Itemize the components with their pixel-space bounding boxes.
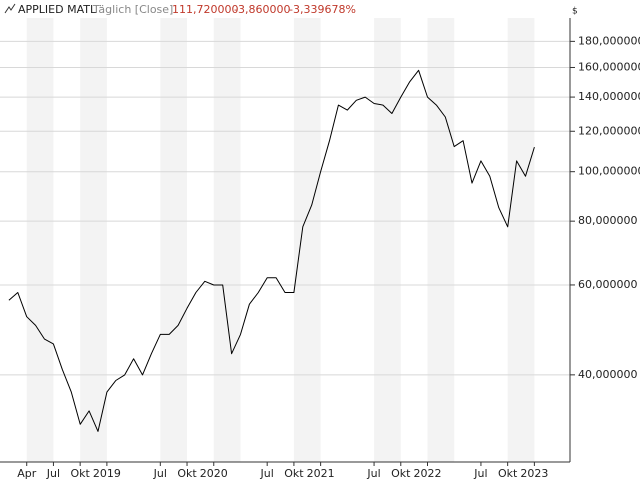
chart-icon: [4, 3, 16, 14]
price-line: [8, 69, 535, 432]
x-tick-label: Okt: [391, 467, 411, 480]
x-tick-label: Apr: [17, 467, 37, 480]
shade-band: [213, 18, 241, 462]
shade-band: [160, 18, 188, 462]
header-bg: [0, 0, 640, 18]
x-tick-label: 2020: [200, 467, 228, 480]
x-tick-label: Okt: [498, 467, 518, 480]
y-tick-label: 120,000000: [578, 124, 640, 137]
x-tick-label: Jul: [153, 467, 167, 480]
y-tick-label: 160,000000: [578, 60, 640, 73]
change-pct: -3,339678%: [289, 3, 356, 16]
x-tick-label: Okt: [284, 467, 304, 480]
y-tick-label: 100,000000: [578, 165, 640, 178]
y-tick-label: 40,000000: [578, 368, 638, 381]
x-tick-label: 2023: [520, 467, 548, 480]
bands: [26, 18, 535, 462]
chart-subtitle: Täglich [Close]: [92, 3, 173, 16]
x-tick-label: Jul: [473, 467, 487, 480]
grid: 40,000000 60,000000 80,000000 100,000000 120…: [0, 18, 640, 480]
x-tick-label: Jul: [46, 467, 60, 480]
x-tick-label: Jul: [366, 467, 380, 480]
y-tick-label: 60,000000: [578, 278, 638, 291]
shade-band: [507, 18, 535, 462]
y-tick-label: 180,000000: [578, 34, 640, 47]
x-tick-label: Okt: [177, 467, 197, 480]
y-tick-label: 80,000000: [578, 214, 638, 227]
last-price: 111,720000: [172, 3, 238, 16]
y-unit: $: [572, 7, 578, 17]
plot: [8, 69, 535, 432]
change: -3,860000: [234, 3, 290, 16]
y-tick-label: 140,000000: [578, 90, 640, 103]
shade-band: [80, 18, 107, 462]
x-tick-label: 2019: [93, 467, 121, 480]
x-tick-label: Jul: [260, 467, 274, 480]
shade-band: [293, 18, 321, 462]
chart-title: APPLIED MATL: [18, 3, 97, 16]
x-tick-label: 2022: [414, 467, 442, 480]
x-tick-label: Okt: [70, 467, 90, 480]
shade-band: [427, 18, 455, 462]
shade-band: [374, 18, 401, 462]
shade-band: [26, 18, 54, 462]
x-tick-label: 2021: [307, 467, 335, 480]
